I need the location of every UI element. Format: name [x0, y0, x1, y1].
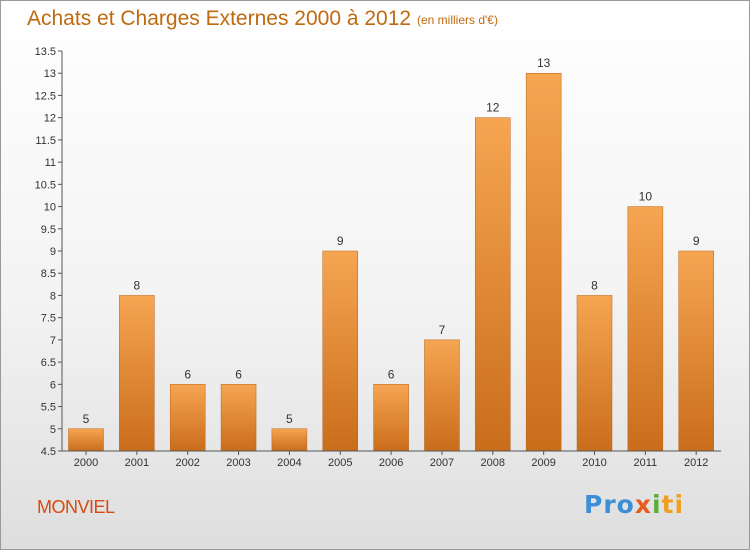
bar-2003 [220, 384, 257, 452]
y-tick-label: 11 [45, 157, 56, 169]
bar-value-label: 6 [184, 367, 191, 381]
bar-value-label: 8 [134, 278, 141, 292]
bar-2000 [68, 428, 104, 452]
y-tick-label: 8.5 [41, 268, 56, 280]
bar-value-label: 6 [388, 367, 395, 381]
x-tick-label: 2008 [481, 457, 505, 469]
x-tick-label: 2001 [125, 457, 149, 469]
x-tick-label: 2010 [582, 457, 606, 469]
bar-2005 [322, 250, 358, 452]
proxiti-logo: Proxiti [584, 490, 685, 519]
bar-2002 [169, 384, 206, 452]
y-tick-label: 8 [50, 290, 56, 302]
y-tick-label: 9.5 [41, 224, 56, 236]
bar-2011 [627, 206, 664, 452]
bars: 5 8 6 6 5 9 6 7 12 13 8 10 9 [68, 56, 714, 452]
bar-2006 [373, 384, 409, 452]
bar-value-label: 9 [337, 234, 344, 248]
bar-2009 [525, 72, 562, 452]
x-tick-label: 2004 [277, 457, 301, 469]
x-tick-label: 2006 [379, 457, 403, 469]
y-tick-label: 13.5 [35, 46, 56, 58]
x-tick-label: 2009 [531, 457, 555, 469]
x-tick-label: 2000 [74, 457, 98, 469]
bar-value-label: 5 [286, 412, 293, 426]
x-axis: 2000 2001 2002 2003 2004 2005 2006 2007 2008 2009… [62, 450, 721, 469]
bar-value-label: 5 [83, 412, 90, 426]
x-tick-label: 2003 [226, 457, 250, 469]
y-tick-label: 7.5 [41, 313, 56, 325]
y-tick-label: 6 [50, 379, 56, 391]
y-tick-label: 11.5 [35, 135, 56, 147]
chart-subtitle: (en milliers d'€) [417, 13, 498, 27]
bar-2007 [424, 339, 460, 452]
y-tick-label: 12 [44, 113, 56, 125]
bar-value-label: 7 [439, 323, 446, 337]
x-tick-label: 2005 [328, 457, 352, 469]
bar-value-label: 13 [537, 56, 551, 70]
bar-value-label: 10 [639, 190, 653, 204]
y-tick-label: 12.5 [35, 90, 56, 102]
y-tick-label: 5 [50, 424, 56, 436]
bar-2008 [475, 117, 511, 452]
y-tick-label: 6.5 [41, 357, 56, 369]
y-axis: 4.5 5 5.5 6 6.5 7 7.5 8 8.5 9 9.5 10 10.5 11 11.5 12 12.… [35, 46, 63, 458]
x-tick-label: 2002 [175, 457, 199, 469]
bar-2012 [678, 250, 714, 452]
bar-2010 [576, 295, 613, 452]
x-tick-label: 2012 [684, 457, 708, 469]
commune-name: MONVIEL [37, 497, 115, 517]
y-tick-label: 5.5 [41, 402, 56, 414]
bar-2001 [119, 295, 155, 452]
chart-title: Achats et Charges Externes 2000 à 2012 [27, 7, 412, 30]
bar-value-label: 6 [235, 367, 242, 381]
y-tick-label: 7 [50, 335, 56, 347]
x-tick-label: 2007 [430, 457, 454, 469]
y-tick-label: 4.5 [41, 446, 56, 458]
y-tick-label: 9 [50, 246, 56, 258]
x-tick-label: 2011 [634, 457, 658, 469]
y-tick-label: 10.5 [35, 179, 56, 191]
bar-value-label: 8 [591, 278, 598, 292]
y-tick-label: 13 [44, 68, 56, 80]
bar-value-label: 12 [486, 101, 500, 115]
y-tick-label: 10 [44, 202, 56, 214]
bar-value-label: 9 [693, 234, 700, 248]
bar-2004 [271, 428, 308, 452]
